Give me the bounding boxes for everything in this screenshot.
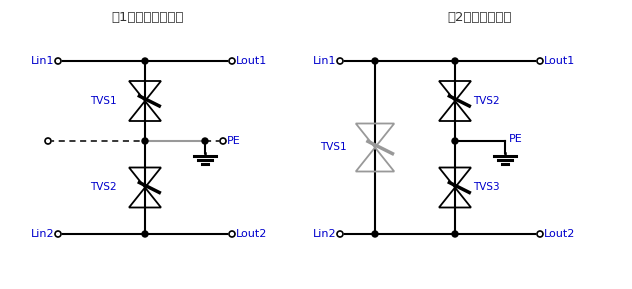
Circle shape <box>372 231 378 237</box>
Text: TVS1: TVS1 <box>90 96 117 106</box>
Text: Lout1: Lout1 <box>236 56 267 66</box>
Circle shape <box>220 138 226 144</box>
Circle shape <box>372 58 378 64</box>
Circle shape <box>142 58 148 64</box>
Circle shape <box>337 58 343 64</box>
Circle shape <box>537 231 543 237</box>
Circle shape <box>55 58 61 64</box>
Text: Lin2: Lin2 <box>30 229 54 239</box>
Text: TVS3: TVS3 <box>473 182 500 192</box>
Circle shape <box>537 58 543 64</box>
Circle shape <box>337 231 343 237</box>
Text: PE: PE <box>227 136 241 146</box>
Text: Lin1: Lin1 <box>30 56 54 66</box>
Circle shape <box>452 138 458 144</box>
Circle shape <box>142 231 148 237</box>
Text: Lout1: Lout1 <box>544 56 575 66</box>
Circle shape <box>142 138 148 144</box>
Text: Lin1: Lin1 <box>312 56 336 66</box>
Text: TVS1: TVS1 <box>320 142 347 153</box>
Text: Lin2: Lin2 <box>312 229 336 239</box>
Circle shape <box>202 138 208 144</box>
Text: （1）不带差模保护: （1）不带差模保护 <box>112 11 185 24</box>
Text: TVS2: TVS2 <box>473 96 500 106</box>
Circle shape <box>452 58 458 64</box>
Circle shape <box>229 58 235 64</box>
Circle shape <box>452 231 458 237</box>
Text: Lout2: Lout2 <box>544 229 575 239</box>
Circle shape <box>229 231 235 237</box>
Circle shape <box>45 138 51 144</box>
Text: （2）带差模保护: （2）带差模保护 <box>447 11 513 24</box>
Text: TVS2: TVS2 <box>90 182 117 192</box>
Text: Lout2: Lout2 <box>236 229 267 239</box>
Text: PE: PE <box>509 134 523 144</box>
Circle shape <box>55 231 61 237</box>
